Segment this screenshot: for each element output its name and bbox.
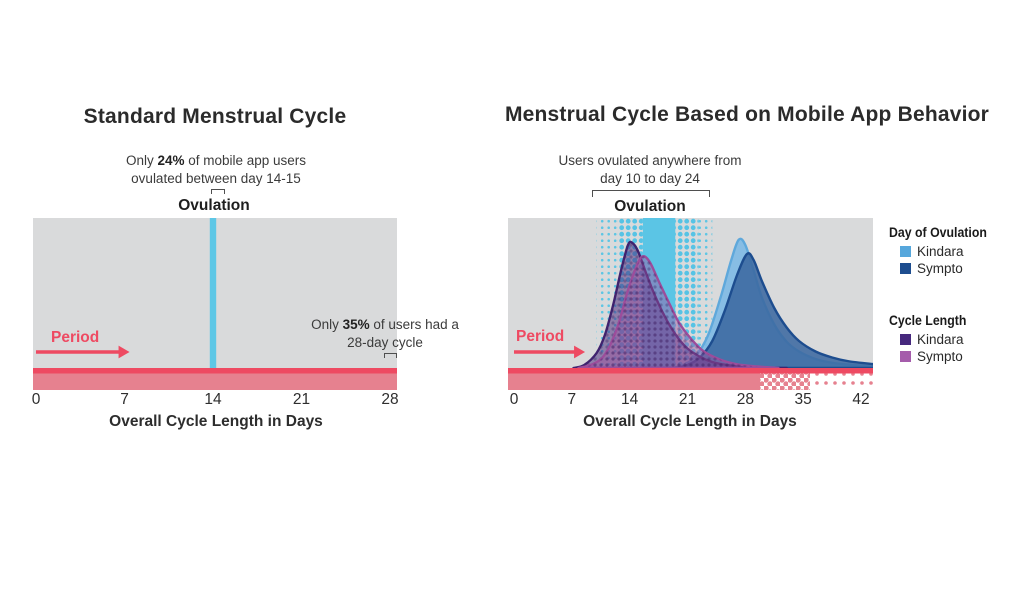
- note-text: Only: [311, 317, 343, 332]
- right-period-label: Period: [516, 328, 565, 345]
- legend-group-ovulation: Day of Ovulation Kindara Sympto: [889, 224, 1023, 276]
- annotation-bold-percent: 24%: [157, 153, 185, 168]
- legend-item-label: Sympto: [917, 349, 963, 364]
- annotation-line-1: Users ovulated anywhere from: [558, 153, 742, 168]
- right-plot-area: [508, 218, 873, 390]
- distribution-curves: [572, 237, 873, 370]
- note-text: of users had a: [369, 317, 459, 332]
- day-28-bracket: [384, 353, 397, 358]
- legend-swatch-cycle-kindara: [900, 334, 911, 345]
- left-plot-area: [33, 218, 397, 390]
- right-ovulation-label: Ovulation: [614, 198, 686, 215]
- x-tick-label: 21: [292, 391, 311, 408]
- legend-item: Sympto: [889, 349, 1023, 364]
- x-tick-label: 0: [31, 391, 41, 408]
- x-tick-label: 14: [621, 391, 639, 408]
- legend-group-cycle-length: Cycle Length Kindara Sympto: [889, 312, 1023, 364]
- left-ovulation-annotation: Only 24% of mobile app users ovulated be…: [66, 152, 366, 188]
- note-line-1: Only 35% of users had a: [295, 316, 475, 334]
- period-bar-fade-dense: [760, 373, 810, 390]
- annotation-text: of mobile app users: [184, 153, 307, 168]
- annotation-line-2: day 10 to day 24: [600, 171, 700, 186]
- period-bar-fade-sparse: [810, 373, 873, 390]
- legend-heading-day-of-ovulation: Day of Ovulation: [889, 224, 987, 240]
- ovulation-range-bracket: [592, 190, 710, 197]
- period-bar: [508, 373, 760, 390]
- left-x-axis-title: Overall Cycle Length in Days: [109, 413, 323, 430]
- legend-item-label: Kindara: [917, 332, 964, 347]
- x-tick-label: 35: [794, 391, 812, 408]
- period-bar-line: [33, 368, 397, 374]
- left-plot-marks: [36, 218, 217, 368]
- legend-heading-cycle-length: Cycle Length: [889, 312, 967, 328]
- annotation-text: Only: [125, 153, 158, 168]
- legend-item: Kindara: [889, 332, 1023, 347]
- legend-item: Kindara: [889, 244, 1023, 259]
- ovulation-day-bracket: [211, 189, 225, 194]
- x-tick-label: 21: [678, 391, 697, 408]
- x-tick-label: 14: [204, 391, 222, 408]
- annotation-line-1: Only 24% of mobile app users: [66, 152, 366, 170]
- left-period-label: Period: [51, 329, 100, 346]
- x-tick-label: 7: [567, 391, 577, 408]
- right-x-axis-title: Overall Cycle Length in Days: [583, 413, 797, 430]
- note-line-2: 28-day cycle: [347, 335, 423, 350]
- x-tick-label: 0: [509, 391, 519, 408]
- right-ovulation-annotation: Users ovulated anywhere from day 10 to d…: [500, 152, 800, 188]
- annotation-line-2: ovulated between day 14-15: [131, 171, 301, 186]
- legend-swatch-cycle-sympto: [900, 351, 911, 362]
- x-tick-label: 42: [852, 391, 870, 408]
- x-tick-label: 7: [120, 391, 129, 408]
- left-chart-title: Standard Menstrual Cycle: [83, 105, 347, 128]
- cycle-length-note: Only 35% of users had a 28-day cycle: [295, 316, 475, 352]
- x-tick-label: 28: [736, 391, 754, 408]
- legend-item: Sympto: [889, 261, 1023, 276]
- x-tick-label: 28: [381, 391, 399, 408]
- legend: Day of Ovulation Kindara Sympto Cycle Le…: [889, 224, 1023, 364]
- period-bar-line: [508, 368, 873, 374]
- left-ovulation-label: Ovulation: [178, 197, 250, 214]
- legend-swatch-ovulation-sympto: [900, 263, 911, 274]
- right-chart-title: Menstrual Cycle Based on Mobile App Beha…: [504, 103, 990, 126]
- legend-item-label: Sympto: [917, 261, 963, 276]
- legend-item-label: Kindara: [917, 244, 964, 259]
- right-plot-marks: [514, 345, 586, 359]
- period-bar: [33, 373, 397, 390]
- note-bold-percent: 35%: [342, 317, 370, 332]
- legend-swatch-ovulation-kindara: [900, 246, 911, 257]
